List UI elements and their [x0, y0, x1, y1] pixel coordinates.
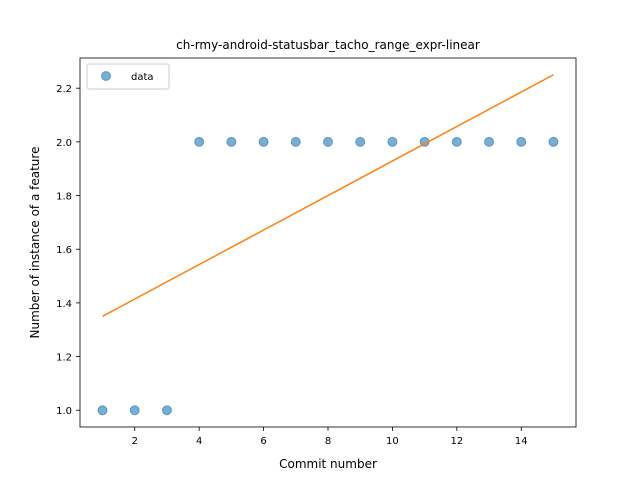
y-tick-label: 1.8	[56, 192, 72, 203]
data-point	[548, 136, 559, 147]
data-point	[258, 136, 269, 147]
data-point	[387, 136, 398, 147]
y-tick-label: 1.6	[56, 245, 72, 256]
legend: data	[86, 63, 170, 90]
legend-box	[86, 63, 170, 90]
y-tick-label: 2.0	[56, 138, 72, 149]
legend-marker-data	[101, 71, 111, 81]
data-point	[516, 136, 527, 147]
data-point	[451, 136, 462, 147]
y-tick-label: 1.2	[56, 353, 72, 364]
legend-label-data: data	[131, 72, 154, 83]
data-point	[290, 136, 301, 147]
x-tick-label: 6	[260, 436, 266, 447]
data-point	[129, 405, 140, 416]
axes-frame	[79, 57, 577, 428]
ticks: 2 4 6 8 10 12 14 1.0 1.2 1.4 1.6 1.8 2.0 2.2	[56, 84, 528, 447]
data-point	[484, 136, 495, 147]
x-tick-label: 2	[132, 436, 138, 447]
data-point	[161, 405, 172, 416]
data-point	[323, 136, 333, 147]
chart-title: ch-rmy-android-statusbar_tacho_range_exp…	[176, 38, 480, 52]
x-tick-label: 8	[325, 436, 331, 447]
x-tick-label: 10	[386, 436, 399, 447]
x-tick-label: 12	[450, 436, 463, 447]
y-tick-label: 1.0	[56, 406, 72, 417]
fit-line	[102, 74, 554, 317]
data-point	[355, 136, 366, 147]
x-tick-label: 14	[515, 436, 528, 447]
x-axis-label: Commit number	[279, 457, 377, 471]
y-tick-label: 1.4	[56, 299, 72, 310]
data-point	[97, 405, 108, 416]
data-point	[194, 136, 205, 147]
plot-area	[97, 74, 559, 416]
y-tick-label: 2.2	[56, 84, 72, 95]
x-tick-label: 4	[196, 436, 202, 447]
data-point	[226, 136, 237, 147]
y-axis-label: Number of instance of a feature	[28, 147, 42, 339]
